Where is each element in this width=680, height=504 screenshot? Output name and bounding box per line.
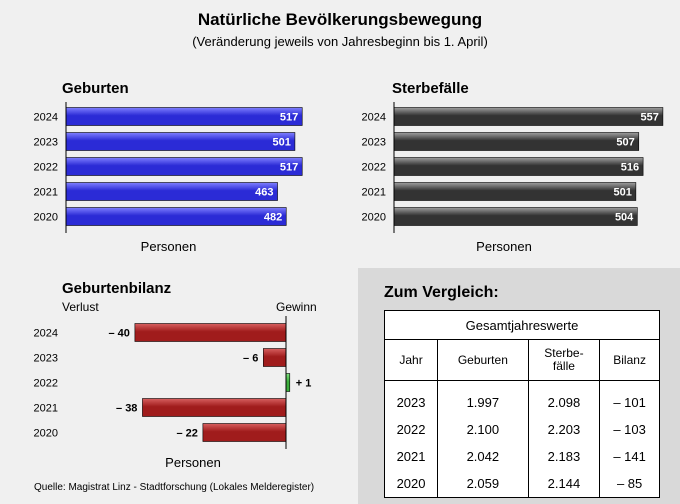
data-label: 501 (273, 137, 291, 149)
table-header-row: Jahr Geburten Sterbe-fälle Bilanz (384, 339, 660, 381)
table-cell: 2022 (384, 416, 439, 443)
data-label: – 6 (243, 353, 258, 365)
table-cell: – 103 (613, 422, 646, 437)
data-label: 507 (616, 137, 634, 149)
loss-label: Verlust (62, 300, 99, 314)
comparison-title: Zum Vergleich: (384, 284, 499, 301)
bar (393, 157, 644, 176)
column-header: Bilanz (599, 339, 660, 381)
bar (65, 182, 278, 201)
table-cell: 2.183 (528, 443, 601, 470)
bar (393, 182, 637, 201)
bar (263, 348, 287, 367)
table-cell: 2021 (384, 443, 439, 470)
balance-title: Geburtenbilanz (62, 280, 172, 297)
chart-subtitle: (Veränderung jeweils von Jahresbeginn bi… (192, 34, 488, 49)
y-tick-label: 2022 (34, 378, 58, 390)
bar (393, 132, 640, 151)
data-label: 557 (641, 112, 659, 124)
table-row: 2022 2.100 2.203 – 103 (384, 416, 660, 443)
column-header: Jahr (384, 339, 439, 381)
data-label: 517 (280, 112, 298, 124)
table-cell: 2.098 (528, 380, 601, 416)
table-row: 2021 2.042 2.183 – 141 (384, 443, 660, 470)
data-label: – 38 (116, 403, 137, 415)
bar (393, 207, 638, 226)
table-cell: 1.997 (437, 380, 529, 416)
column-header: Sterbe-fälle (528, 339, 601, 381)
balance-chart: 2024 – 40 2023 – 6 2022 + 1 2021 – 38 2020 – 22 Pe… (34, 316, 312, 470)
bar (134, 323, 287, 342)
data-label: 516 (621, 162, 639, 174)
y-tick-label: 2021 (362, 187, 386, 199)
y-tick-label: 2024 (34, 112, 58, 124)
table-cell: – 101 (613, 395, 646, 410)
y-tick-label: 2020 (34, 428, 58, 440)
comparison-table: Gesamtjahreswerte Jahr Geburten Sterbe-fäll… (384, 310, 660, 498)
table-caption: Gesamtjahreswerte (384, 310, 660, 340)
data-label: + 1 (296, 378, 312, 390)
bar (65, 107, 303, 126)
table-cell: 2023 (384, 380, 439, 416)
y-tick-label: 2021 (34, 403, 58, 415)
bar (65, 207, 287, 226)
deaths-chart: 2024 557 2023 507 2022 516 2021 501 2020 504 Perso… (362, 102, 664, 254)
x-axis-label: Personen (165, 455, 221, 470)
y-tick-label: 2021 (34, 187, 58, 199)
table-cell: 2.042 (437, 443, 529, 470)
chart-title: Natürliche Bevölkerungsbewegung (197, 10, 483, 29)
y-tick-label: 2022 (34, 162, 58, 174)
data-label: 501 (614, 187, 632, 199)
y-tick-label: 2023 (34, 353, 58, 365)
table-cell: – 141 (613, 449, 646, 464)
data-label: 517 (280, 162, 298, 174)
y-tick-label: 2020 (34, 212, 58, 224)
deaths-title: Sterbefälle (392, 80, 469, 97)
bar (285, 373, 291, 392)
table-row: 2020 2.059 2.144 – 85 (384, 470, 660, 498)
x-axis-label: Personen (141, 239, 197, 254)
bar (142, 398, 287, 417)
x-axis-label: Personen (476, 239, 532, 254)
y-tick-label: 2020 (362, 212, 386, 224)
data-label: 482 (264, 212, 282, 224)
bar (202, 423, 287, 442)
data-label: 504 (615, 212, 634, 224)
data-label: 463 (255, 187, 273, 199)
data-label: – 22 (176, 428, 197, 440)
gain-label: Gewinn (276, 300, 317, 314)
bar (393, 107, 664, 126)
y-tick-label: 2023 (362, 137, 386, 149)
y-tick-label: 2023 (34, 137, 58, 149)
table-cell: 2.059 (437, 470, 529, 498)
data-label: – 40 (108, 328, 129, 340)
y-tick-label: 2024 (34, 328, 58, 340)
bar (65, 132, 296, 151)
births-chart: 2024 517 2023 501 2022 517 2021 463 2020 482 Perso… (34, 102, 303, 254)
bar (65, 157, 303, 176)
table-cell: 2.100 (437, 416, 529, 443)
column-header: Geburten (437, 339, 529, 381)
table-cell: 2.203 (528, 416, 601, 443)
y-tick-label: 2024 (362, 112, 386, 124)
table-row: 2023 1.997 2.098 – 101 (384, 380, 660, 416)
table-cell: – 85 (616, 476, 643, 491)
y-tick-label: 2022 (362, 162, 386, 174)
births-title: Geburten (62, 80, 129, 97)
table-cell: 2020 (384, 470, 439, 498)
table-cell: 2.144 (528, 470, 601, 498)
source-note: Quelle: Magistrat Linz - Stadtforschung … (34, 482, 315, 493)
